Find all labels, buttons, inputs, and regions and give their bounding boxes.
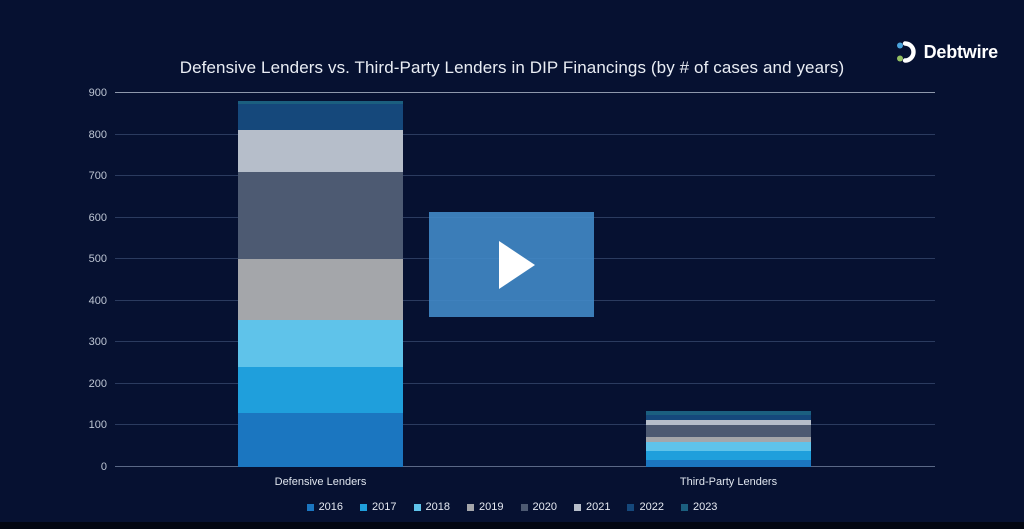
bar-segment-2017: [646, 450, 811, 460]
chart-legend: 2016 2017 2018 2019 2020 2021 2022 2023: [0, 501, 1024, 513]
gridline-100: [115, 424, 935, 426]
gridline-800: [115, 133, 935, 135]
bar-segment-2022: [646, 414, 811, 421]
legend-item-2017: 2017: [360, 501, 397, 513]
legend-label: 2020: [532, 501, 557, 513]
bar-segment-2021: [646, 420, 811, 425]
gridline-0: [115, 466, 935, 467]
x-axis-label: Third-Party Lenders: [679, 476, 778, 488]
y-axis-tick-label: 400: [88, 294, 107, 307]
bar-segment-2023: [238, 100, 403, 104]
legend-label: 2018: [425, 501, 451, 513]
y-axis-tick-label: 600: [88, 211, 107, 224]
bar-segment-2019: [238, 259, 403, 320]
legend-swatch-2017: [360, 503, 368, 511]
bar-segment-2018: [646, 441, 811, 451]
bar-segment-2023: [646, 410, 811, 415]
legend-swatch-2022: [627, 503, 635, 511]
debtwire-logo: Debtwire: [895, 40, 998, 64]
gridline-300: [115, 341, 935, 343]
legend-label: 2019: [479, 501, 504, 513]
y-axis-tick-label: 500: [88, 253, 107, 266]
bar-segment-2017: [238, 367, 403, 413]
bar-segment-2022: [238, 103, 403, 131]
legend-swatch-2021: [573, 503, 581, 511]
bar-segment-2016: [238, 412, 403, 467]
y-axis-tick-label: 300: [88, 336, 107, 349]
legend-label: 2017: [372, 501, 397, 513]
y-axis-tick-label: 0: [100, 461, 107, 473]
legend-item-2020: 2020: [520, 501, 557, 513]
legend-swatch-2023: [680, 503, 688, 511]
bar-segment-2020: [238, 171, 403, 260]
legend-swatch-2018: [413, 503, 421, 511]
legend-swatch-2020: [520, 503, 528, 511]
video-player-edge: [0, 522, 1024, 529]
bar-segment-2021: [238, 130, 403, 172]
chart-plot-area: [115, 92, 935, 467]
bar-segment-2018: [238, 319, 403, 368]
bar-segment-2016: [646, 459, 811, 467]
legend-label: 2016: [318, 501, 344, 513]
bar-segment-2020: [646, 424, 811, 437]
legend-item-2022: 2022: [627, 501, 664, 513]
legend-label: 2023: [692, 501, 718, 513]
stacked-bar-defensive-lenders: [238, 100, 403, 467]
gridline-900: [115, 92, 935, 93]
play-icon: [498, 240, 535, 289]
bar-segment-2019: [646, 436, 811, 442]
y-axis-tick-label: 700: [88, 170, 107, 183]
y-axis-tick-label: 900: [88, 87, 107, 99]
legend-swatch-2016: [306, 503, 314, 511]
chart-title: Defensive Lenders vs. Third-Party Lender…: [179, 58, 845, 77]
y-axis-tick-label: 800: [88, 128, 107, 141]
legend-item-2016: 2016: [306, 501, 344, 513]
play-button[interactable]: [429, 212, 594, 317]
legend-swatch-2019: [467, 503, 475, 511]
legend-item-2018: 2018: [413, 501, 451, 513]
debtwire-logo-icon: [896, 41, 916, 63]
legend-item-2023: 2023: [680, 501, 718, 513]
legend-item-2021: 2021: [573, 501, 611, 513]
stacked-bar-third-party-lenders: [646, 410, 811, 467]
legend-item-2019: 2019: [467, 501, 504, 513]
x-axis-label: Defensive Lenders: [274, 476, 367, 488]
y-axis-tick-label: 100: [88, 419, 107, 432]
debtwire-logo-text: Debtwire: [923, 41, 999, 62]
legend-label: 2021: [585, 501, 611, 513]
gridline-200: [115, 382, 935, 384]
legend-label: 2022: [639, 501, 664, 513]
y-axis-tick-label: 200: [88, 377, 107, 390]
gridline-700: [115, 175, 935, 177]
